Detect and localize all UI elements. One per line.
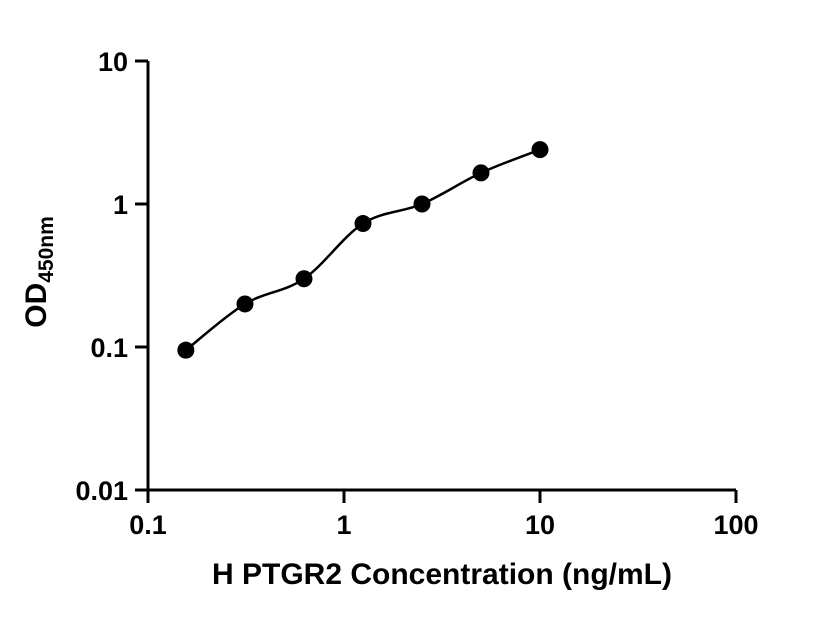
x-tick-label: 0.1 [129, 510, 167, 540]
y-tick-label: 1 [113, 190, 128, 220]
y-tick-label: 0.01 [75, 476, 128, 506]
fit-curve [185, 148, 541, 352]
data-point [177, 341, 195, 359]
x-axis-title: H PTGR2 Concentration (ng/mL) [212, 558, 672, 591]
y-tick-label: 0.1 [90, 333, 128, 363]
data-point [413, 195, 431, 213]
data-point [236, 295, 254, 313]
x-tick-label: 10 [525, 510, 555, 540]
y-axis-title: OD450nm [20, 216, 58, 328]
axes-spines [146, 61, 736, 492]
data-point [354, 215, 372, 233]
data-point [531, 141, 549, 159]
y-axis-title-subscript: 450nm [35, 216, 58, 283]
y-axis-title-main: OD [20, 283, 53, 328]
data-point [472, 164, 490, 182]
x-tick-label: 1 [336, 510, 351, 540]
data-point [295, 270, 313, 288]
y-tick-label: 10 [98, 47, 128, 77]
x-tick-label: 100 [713, 510, 758, 540]
